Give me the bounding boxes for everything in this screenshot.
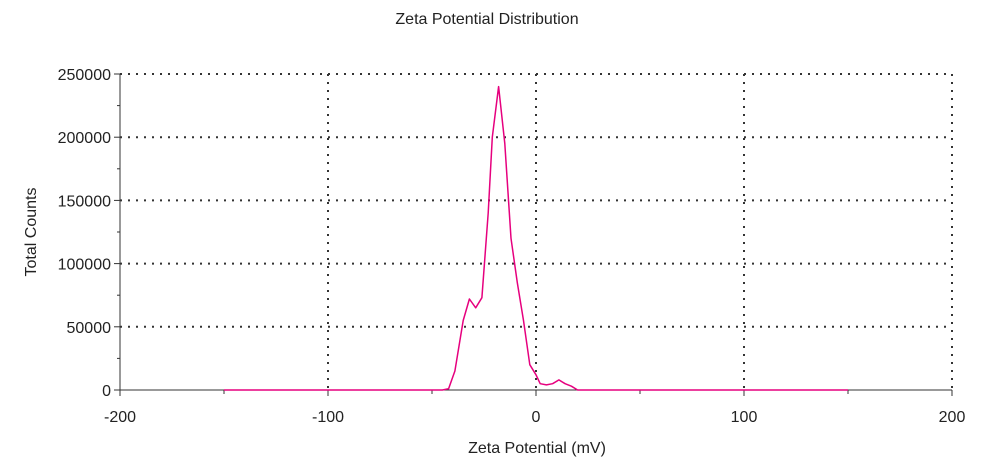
chart-title: Zeta Potential Distribution: [395, 11, 578, 28]
y-tick-label: 150000: [58, 193, 111, 210]
x-axis-label: Zeta Potential (mV): [468, 440, 606, 457]
grid-lines: [120, 73, 953, 390]
x-tick-label: 100: [731, 409, 758, 426]
y-axis-label: Total Counts: [23, 188, 40, 277]
x-tick-label: -200: [104, 409, 136, 426]
y-tick-label: 50000: [67, 320, 112, 337]
y-tick-label: 250000: [58, 67, 111, 84]
x-tick-label: -100: [312, 409, 344, 426]
y-tick-label: 200000: [58, 130, 111, 147]
series-line: [224, 85, 848, 391]
y-tick-label: 100000: [58, 257, 111, 274]
x-tick-label: 200: [939, 409, 966, 426]
axes: [114, 73, 953, 396]
series-layer: [224, 85, 848, 391]
x-tick-label: 0: [532, 409, 541, 426]
tick-labels: 0 50000 100000 150000 200000 250000 -200 -100 0 1…: [58, 67, 966, 426]
y-tick-label: 0: [102, 383, 111, 400]
